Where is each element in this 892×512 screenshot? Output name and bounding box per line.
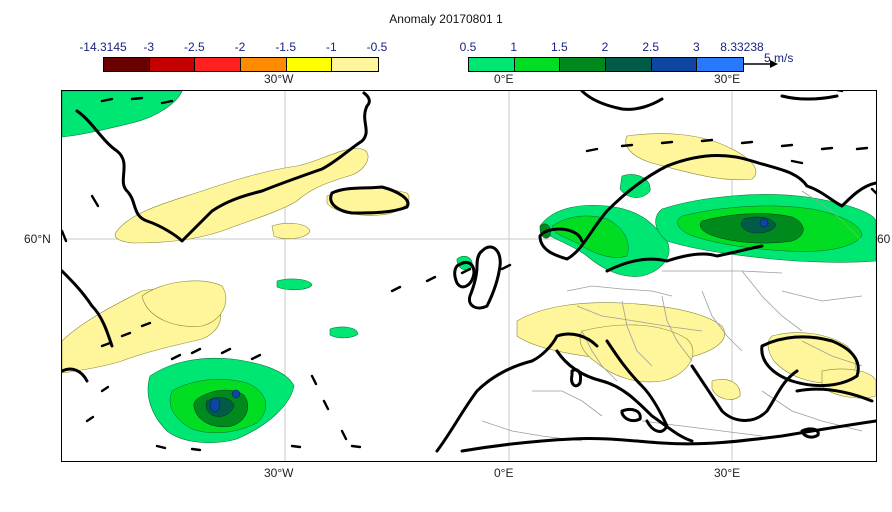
wind-vectors [62,91,876,452]
right-tick-60n: 60 [877,232,891,246]
baltic-coast [605,244,764,273]
pos-blue-spot-2 [231,389,241,399]
chart-title: Anomaly 20170801 1 [389,12,503,26]
wind-scale-arrow [744,60,778,68]
positive-colorbar-label-0: 0.5 [459,40,477,54]
negative-colorbar [103,57,379,72]
left-tick-60n: 60°N [24,232,51,246]
positive-colorbar-label-2: 1.5 [550,40,568,54]
negative-colorbar-swatch-4 [286,58,333,71]
turkey-coast [795,387,874,403]
positive-anomaly-blue [209,218,769,413]
ireland-coast [453,261,476,289]
sicily-coast [620,407,642,423]
labrador-coast [62,269,114,348]
positive-colorbar-swatch-1 [514,58,561,71]
newfoundland-coast [62,367,89,383]
greenland-coast [75,91,371,243]
neg-area-greece [711,379,741,400]
coastlines [62,91,876,453]
positive-colorbar-label-4: 2.5 [642,40,659,54]
negative-colorbar-label-4: -1.5 [275,40,296,54]
positive-colorbar-swatch-5 [697,58,743,71]
positive-colorbar-label-6: 8.33238 [720,40,764,54]
pos-mid-scandinavia [551,215,629,258]
neg-area-alps-balkans [579,324,694,383]
negative-colorbar-swatch-0 [104,58,150,71]
italy-coast [605,339,669,433]
sardinia-coast [570,368,582,388]
balkans-coast [690,364,799,422]
neg-area-central-atlantic [141,280,227,327]
svalbard-coast [580,91,664,111]
cyprus-coast [800,427,820,439]
pos-area-mid-atlantic-2 [329,326,359,339]
neg-area-scandinavia-rim [625,133,757,181]
negative-colorbar-label-1: -3 [143,40,154,54]
wind-scale-label: 5 m/s [764,51,794,65]
positive-colorbar-label-3: 2 [601,40,609,54]
top-tick-30w: 30°W [264,72,294,86]
positive-colorbar-swatch-3 [605,58,652,71]
negative-colorbar-swatch-3 [240,58,287,71]
novaya-zemlya-coast [780,94,839,101]
scandinavia-coast [538,154,876,261]
iceland-coast [329,185,410,215]
iberia-coast [435,332,599,453]
positive-colorbar-label-1: 1 [510,40,517,54]
pos-blue-spot-3 [759,218,769,228]
bottom-tick-30w: 30°W [264,466,294,480]
pos-area-mid-atlantic-1 [276,278,313,291]
top-tick-0e: 0°E [494,72,514,86]
positive-colorbar [468,57,744,72]
negative-colorbar-swatch-2 [195,58,241,71]
map-panel [61,90,877,462]
positive-colorbar-label-5: 3 [692,40,700,54]
north-africa-coast [460,419,876,453]
negative-colorbar-label-6: -0.5 [366,40,388,54]
neg-area-greenland-small [271,222,311,240]
uk-coast [467,245,502,310]
bottom-tick-0e: 0°E [494,466,514,480]
negative-colorbar-swatch-1 [149,58,196,71]
black-sea-coast [760,335,860,387]
map-canvas [62,91,876,461]
negative-colorbar-label-3: -2 [234,40,246,54]
negative-colorbar-swatch-5 [332,58,378,71]
pos-blue-spot-1 [209,397,221,413]
positive-colorbar-swatch-4 [651,58,698,71]
negative-colorbar-label-2: -2.5 [183,40,205,54]
negative-colorbar-label-5: -1 [325,40,337,54]
country-borders [481,190,863,442]
bottom-tick-30e: 30°E [714,466,741,480]
positive-colorbar-swatch-0 [469,58,515,71]
negative-colorbar-label-0: -14.3145 [79,40,127,54]
top-tick-30e: 30°E [714,72,741,86]
positive-colorbar-swatch-2 [560,58,606,71]
